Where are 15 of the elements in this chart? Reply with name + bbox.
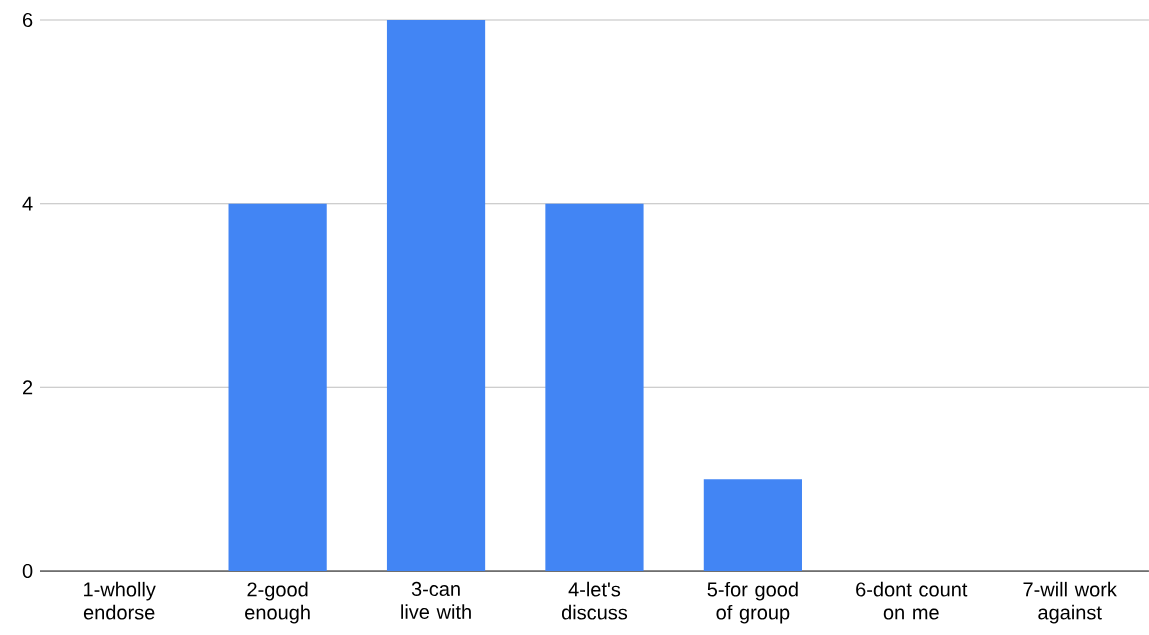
y-tick-label: 4 — [22, 196, 33, 211]
y-tick-label: 6 — [23, 12, 33, 28]
bar — [545, 203, 644, 571]
x-tick-label: 5-for good of group — [707, 581, 798, 624]
y-tick-label: 2 — [23, 380, 33, 395]
x-tick-label: 7-will work against — [1023, 581, 1117, 624]
bar — [228, 203, 327, 571]
y-tick-label: 0 — [22, 563, 33, 579]
x-tick-label: 4-let's discuss — [561, 581, 628, 620]
bar — [703, 479, 802, 571]
bar — [386, 20, 486, 571]
x-tick-label: 2-good enough — [245, 581, 310, 624]
x-tick-label: 6-dont count on me — [856, 581, 968, 620]
x-tick-label: 1-wholly endorse — [83, 581, 156, 620]
x-tick-label: 3-can live with — [401, 581, 471, 620]
